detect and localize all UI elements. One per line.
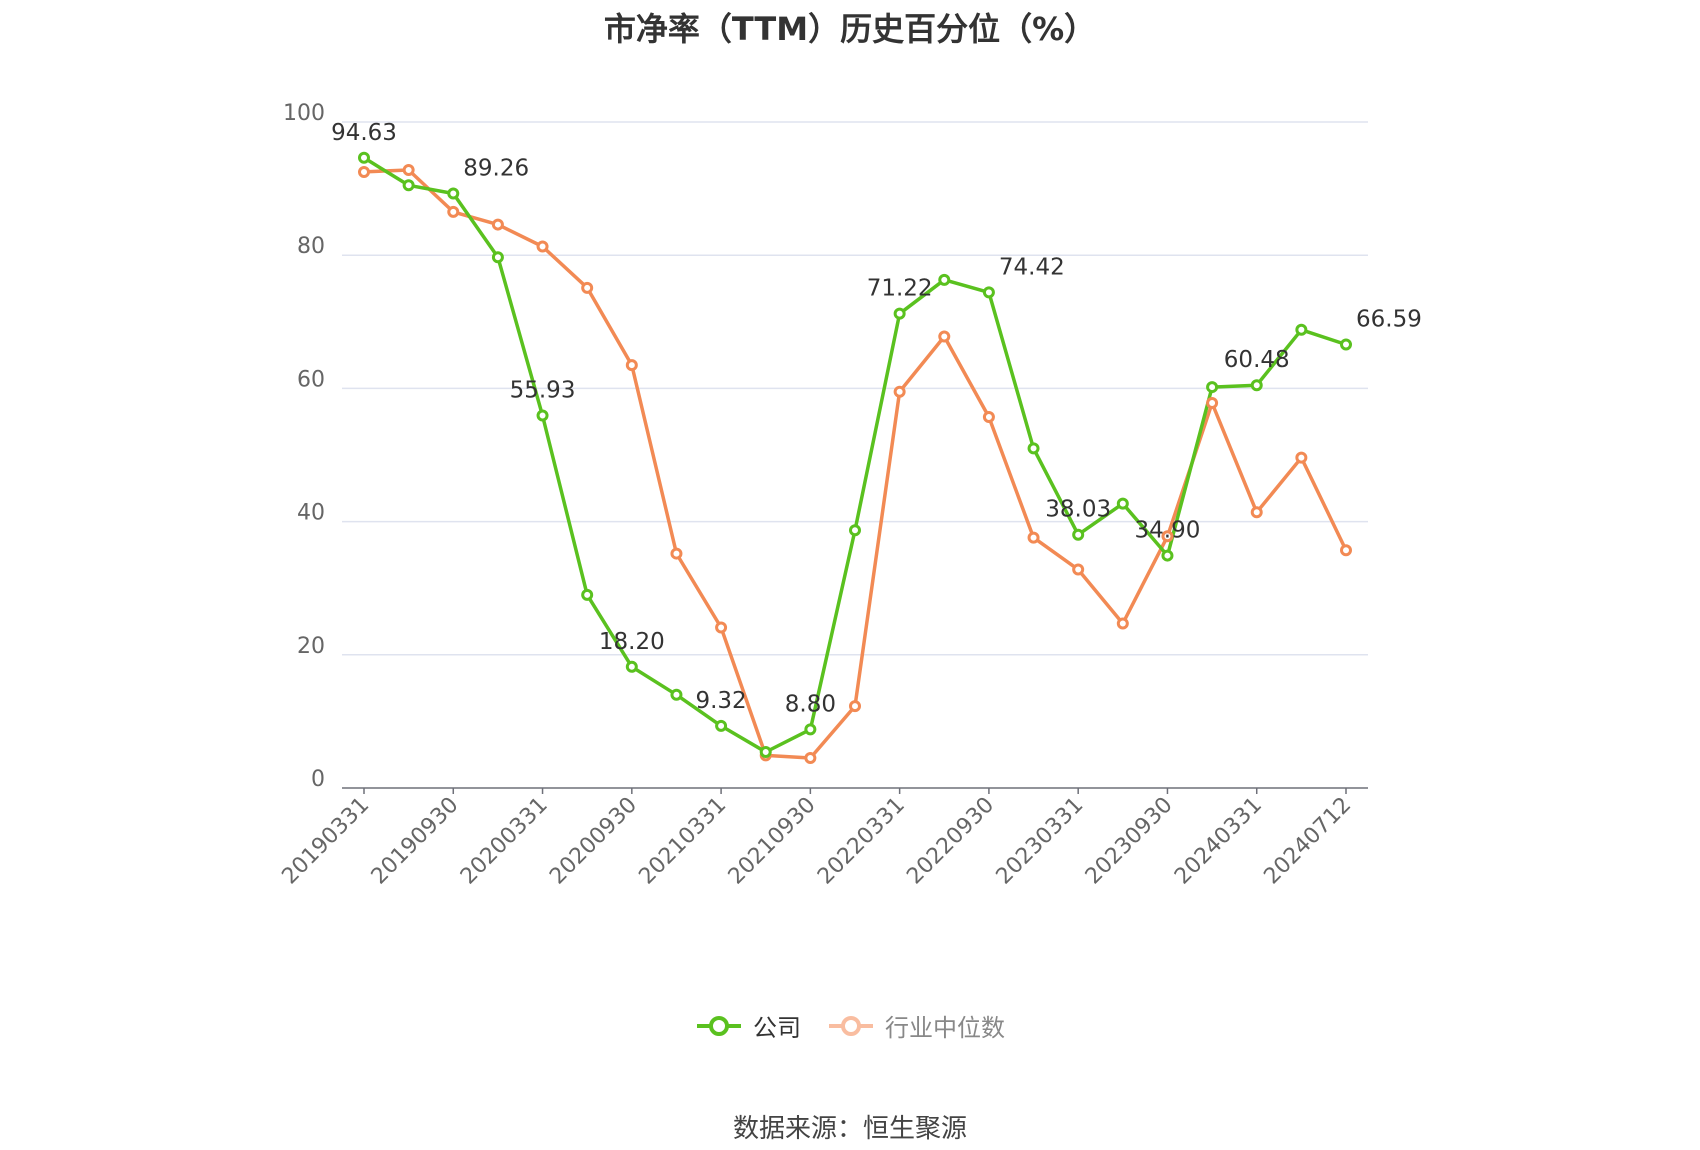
data-label: 60.48 (1224, 347, 1290, 373)
series-0-point (670, 688, 683, 701)
x-tick-label: 20220331 (813, 793, 910, 890)
x-tick-label: 20240712 (1259, 793, 1356, 890)
x-tick-label: 20210331 (634, 793, 731, 890)
series-1-point (849, 700, 861, 713)
series-1-point (447, 205, 460, 218)
series-1-point (536, 240, 549, 253)
series-0-point (1161, 549, 1174, 562)
series-1-point (491, 218, 504, 231)
series-1-point (1072, 563, 1085, 576)
series-0-point (581, 588, 594, 601)
series-1-point (625, 359, 638, 372)
series-0-point (1295, 323, 1308, 336)
data-label: 74.42 (999, 254, 1065, 280)
series-0-point (625, 660, 638, 673)
series-0-point (1116, 497, 1129, 510)
series-1-point (1116, 617, 1129, 630)
x-tick-label: 20220930 (902, 793, 999, 890)
x-tick-label: 20190930 (367, 793, 464, 890)
series-0-point (715, 719, 728, 732)
series-0-point (982, 286, 995, 299)
series-1-point (670, 547, 683, 560)
data-labels: 94.63 89.26 55.93 18.20 9.32 8.80 71.22 74.42 38… (331, 120, 1422, 718)
series-line-1 (362, 168, 1348, 760)
series-0-point (358, 151, 370, 164)
series-1-point (402, 163, 415, 176)
series-0-point (938, 273, 951, 286)
y-tick-label: 20 (297, 634, 325, 659)
data-label: 8.80 (785, 691, 836, 717)
series-0-point (1340, 338, 1352, 351)
series-1-point (715, 621, 728, 634)
series-0-point (447, 187, 460, 200)
data-label: 89.26 (463, 156, 529, 182)
x-tick-label: 20200930 (545, 793, 642, 890)
legend-item-industry[interactable]: 行业中位数 (827, 1008, 1005, 1043)
series-0-point (849, 524, 861, 537)
data-label: 94.63 (331, 120, 397, 146)
series-line-0 (362, 156, 1348, 754)
series-0-point (759, 746, 772, 759)
x-tick-label: 20240331 (1170, 793, 1267, 890)
series-0-point (804, 723, 817, 736)
series-1-point (1161, 530, 1174, 543)
series-0-point (1027, 442, 1040, 455)
data-label: 18.20 (599, 629, 665, 655)
series-1-point (982, 411, 995, 424)
series-1-point (938, 330, 951, 343)
series-lines (362, 156, 1348, 760)
x-tick-label: 20230331 (992, 793, 1089, 890)
legend-industry-marker-icon (829, 1015, 873, 1036)
data-label: 55.93 (510, 378, 576, 404)
axes: 0 20 40 60 80 100 2019033120190930202003312020… (277, 101, 1368, 889)
series-1-point (1027, 531, 1040, 544)
series-1-point (893, 385, 906, 398)
y-tick-label: 80 (297, 234, 325, 259)
x-tick-label: 20190331 (277, 793, 374, 890)
legend-industry-label: 行业中位数 (885, 1014, 1005, 1042)
series-points (358, 151, 1352, 765)
legend-company-marker-icon (697, 1015, 741, 1036)
series-0-point (893, 307, 906, 320)
series-1-point (804, 752, 817, 765)
data-label: 38.03 (1045, 497, 1111, 523)
series-0-point (402, 179, 415, 192)
series-0-point (1072, 528, 1085, 541)
series-0-point (536, 409, 549, 422)
data-label: 71.22 (867, 276, 933, 302)
data-label: 9.32 (695, 688, 746, 714)
data-label: 66.59 (1356, 307, 1422, 333)
data-source-note: 数据来源：恒生聚源 (732, 1114, 967, 1144)
x-tick-label: 20200331 (456, 793, 553, 890)
series-1-point (1295, 451, 1308, 464)
y-tick-label: 100 (283, 101, 325, 126)
y-tick-label: 60 (297, 367, 325, 392)
series-1-point (358, 165, 370, 178)
series-1-point (1340, 544, 1352, 557)
series-0-point (491, 251, 504, 264)
chart-title: 市净率（TTM）历史百分位（%） (603, 10, 1097, 48)
series-1-point (581, 281, 594, 294)
data-label: 34.90 (1135, 518, 1201, 544)
y-tick-label: 40 (297, 501, 325, 526)
x-tick-label: 20230930 (1081, 793, 1178, 890)
grid-lines (342, 121, 1368, 656)
x-tick-label: 20210930 (724, 793, 821, 890)
legend-item-company[interactable]: 公司 (695, 1008, 801, 1043)
series-1-point (1250, 506, 1263, 519)
series-0-point (1206, 381, 1219, 394)
legend-company-label: 公司 (753, 1014, 801, 1042)
series-1-point (1206, 397, 1219, 410)
series-0-point (1250, 379, 1263, 392)
legend: 公司 行业中位数 (0, 1008, 1700, 1043)
y-tick-label: 0 (311, 767, 325, 792)
